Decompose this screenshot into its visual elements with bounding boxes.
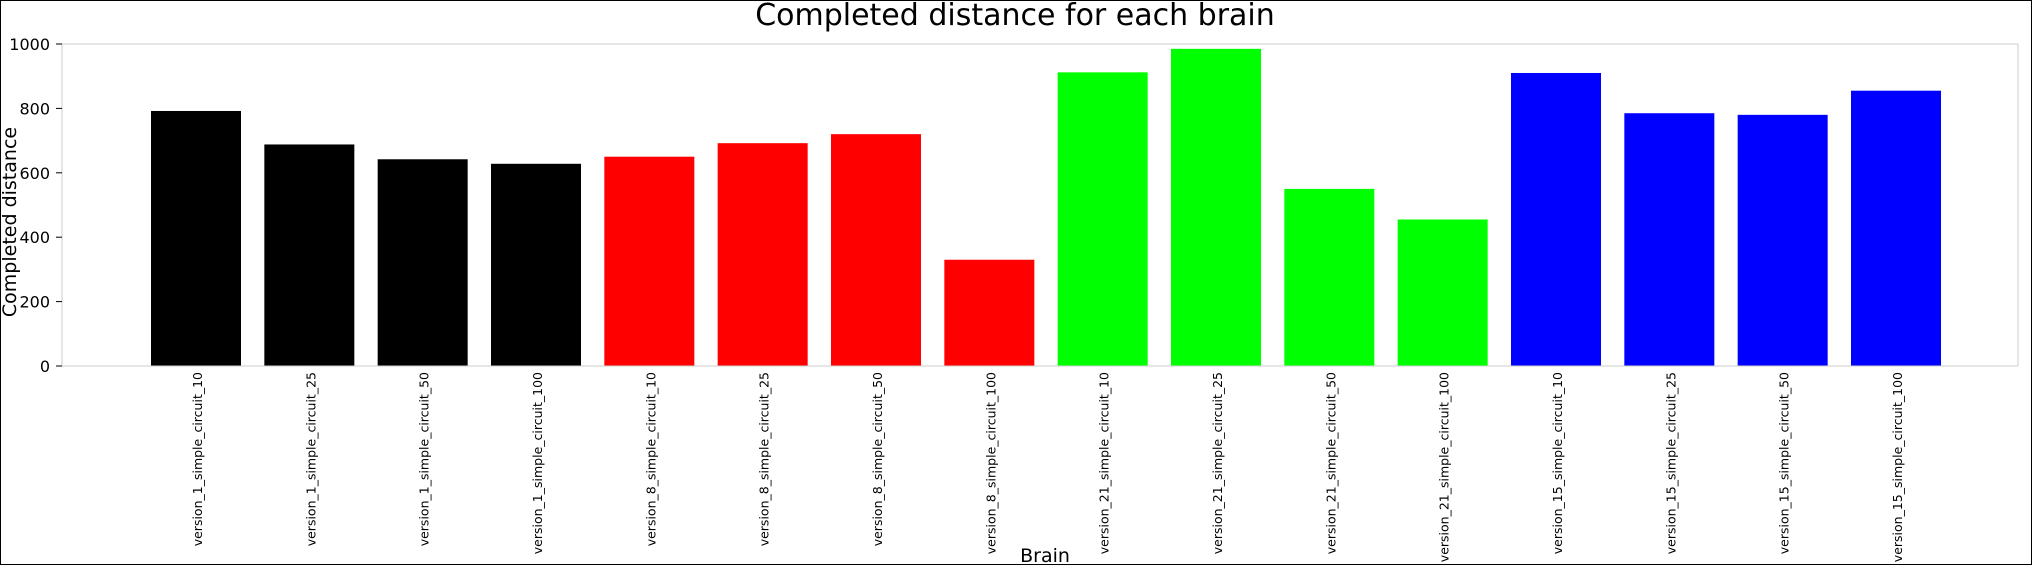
x-tick-label: version_1_simple_circuit_100 [530, 372, 545, 554]
bar [1851, 90, 1941, 366]
x-tick-label: version_1_simple_circuit_25 [303, 372, 318, 546]
y-axis-label: Completed distance [0, 127, 21, 317]
x-tick-label: version_21_simple_circuit_100 [1437, 372, 1452, 562]
bar [604, 156, 695, 366]
x-tick-label: version_1_simple_circuit_10 [190, 372, 205, 546]
bar [377, 159, 468, 366]
bar [831, 134, 921, 366]
bar [944, 259, 1035, 366]
x-tick-label: version_1_simple_circuit_50 [417, 372, 432, 546]
plot-area: 0 200 400 600 800 1000 version_1_simple_circui… [9, 35, 2019, 562]
x-tick-label: version_8_simple_circuit_100 [983, 372, 998, 554]
x-tick-label: version_21_simple_circuit_25 [1210, 372, 1225, 554]
x-tick-label: version_21_simple_circuit_10 [1097, 372, 1112, 554]
y-tick-label: 600 [19, 164, 50, 183]
chart-title: Completed distance for each brain [755, 0, 1275, 33]
bar [1624, 113, 1715, 366]
x-tick-label: version_15_simple_circuit_100 [1890, 372, 1905, 562]
y-tick-label: 0 [40, 357, 50, 376]
bar [151, 110, 241, 366]
x-tick-label: version_8_simple_circuit_50 [870, 372, 885, 546]
y-tick-label: 800 [19, 99, 50, 118]
bar [264, 144, 355, 366]
bar [1397, 219, 1488, 366]
bar [1057, 72, 1148, 366]
plot-frame [61, 43, 2019, 367]
bar [491, 163, 581, 366]
bar [1737, 114, 1828, 366]
bar [1171, 48, 1261, 367]
x-tick-label: version_8_simple_circuit_10 [643, 372, 658, 546]
x-tick-label: version_15_simple_circuit_50 [1777, 372, 1792, 554]
bar [1284, 188, 1375, 366]
bar [717, 143, 808, 366]
x-tick-label: version_21_simple_circuit_50 [1323, 372, 1338, 554]
x-tick-label: version_15_simple_circuit_25 [1663, 372, 1678, 554]
y-tick-label: 400 [19, 228, 50, 247]
y-tick-label: 1000 [9, 35, 50, 54]
bar [1511, 72, 1601, 366]
x-tick-label: version_15_simple_circuit_10 [1550, 372, 1565, 554]
x-axis-label: Brain [1020, 545, 1070, 567]
x-tick-label: version_8_simple_circuit_25 [757, 372, 772, 546]
y-tick-label: 200 [19, 293, 50, 312]
